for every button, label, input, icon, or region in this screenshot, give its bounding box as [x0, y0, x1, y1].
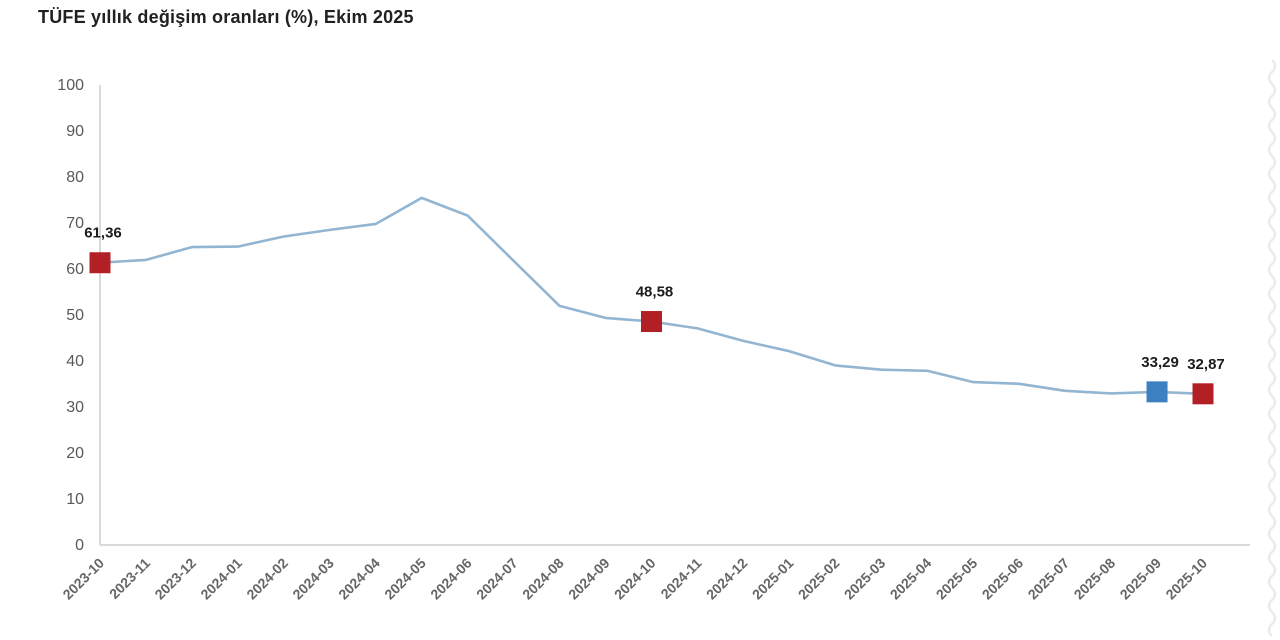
x-tick-label: 2023-11 [106, 555, 153, 602]
x-tick-label: 2024-05 [381, 555, 429, 603]
y-tick-label: 0 [75, 537, 84, 554]
x-tick-label: 2024-01 [197, 555, 245, 603]
x-tick-label: 2025-05 [933, 555, 981, 603]
x-tick-label: 2023-12 [151, 555, 199, 603]
x-tick-label: 2025-06 [979, 555, 1027, 603]
watermark-pattern [1267, 59, 1277, 637]
x-tick-label: 2025-04 [887, 555, 935, 603]
x-tick-label: 2025-10 [1162, 555, 1210, 603]
y-tick-label: 10 [66, 491, 84, 508]
x-tick-label: 2023-10 [59, 555, 107, 603]
x-tick-label: 2024-10 [611, 555, 659, 603]
data-point-label-2023-10: 61,36 [84, 225, 122, 242]
x-tick-label: 2024-08 [519, 555, 567, 603]
x-tick-label: 2025-02 [795, 555, 843, 603]
x-tick-label: 2024-07 [473, 555, 521, 603]
x-tick-label: 2025-07 [1025, 555, 1073, 603]
data-marker-2023-10 [89, 252, 111, 274]
y-tick-label: 60 [66, 261, 84, 278]
y-tick-label: 50 [66, 307, 84, 324]
y-tick-label: 90 [66, 123, 84, 140]
data-point-label-2024-10: 48,58 [636, 284, 674, 301]
x-tick-label: 2024-04 [335, 555, 383, 603]
y-tick-label: 80 [66, 169, 84, 186]
x-tick-label: 2025-08 [1071, 555, 1119, 603]
x-tick-label: 2025-01 [749, 555, 797, 603]
x-tick-label: 2024-06 [427, 555, 475, 603]
y-tick-label: 30 [66, 399, 84, 416]
y-tick-label: 40 [66, 353, 84, 370]
x-tick-label: 2024-12 [703, 555, 751, 603]
x-tick-label: 2024-11 [657, 555, 704, 602]
y-tick-label: 20 [66, 445, 84, 462]
x-tick-label: 2025-09 [1117, 555, 1165, 603]
y-tick-label: 100 [57, 77, 84, 94]
data-marker-2024-10 [641, 311, 662, 333]
chart-title: TÜFE yıllık değişim oranları (%), Ekim 2… [38, 7, 414, 27]
data-point-label-2025-10: 32,87 [1187, 356, 1225, 373]
x-tick-label: 2025-03 [841, 555, 889, 603]
data-marker-2025-10 [1192, 383, 1214, 405]
y-tick-label: 70 [66, 215, 84, 232]
data-point-label-2025-09: 33,29 [1141, 354, 1179, 371]
x-tick-label: 2024-02 [243, 555, 291, 603]
x-tick-label: 2024-03 [289, 555, 337, 603]
x-tick-label: 2024-09 [565, 555, 613, 603]
data-marker-2025-09 [1146, 381, 1168, 403]
